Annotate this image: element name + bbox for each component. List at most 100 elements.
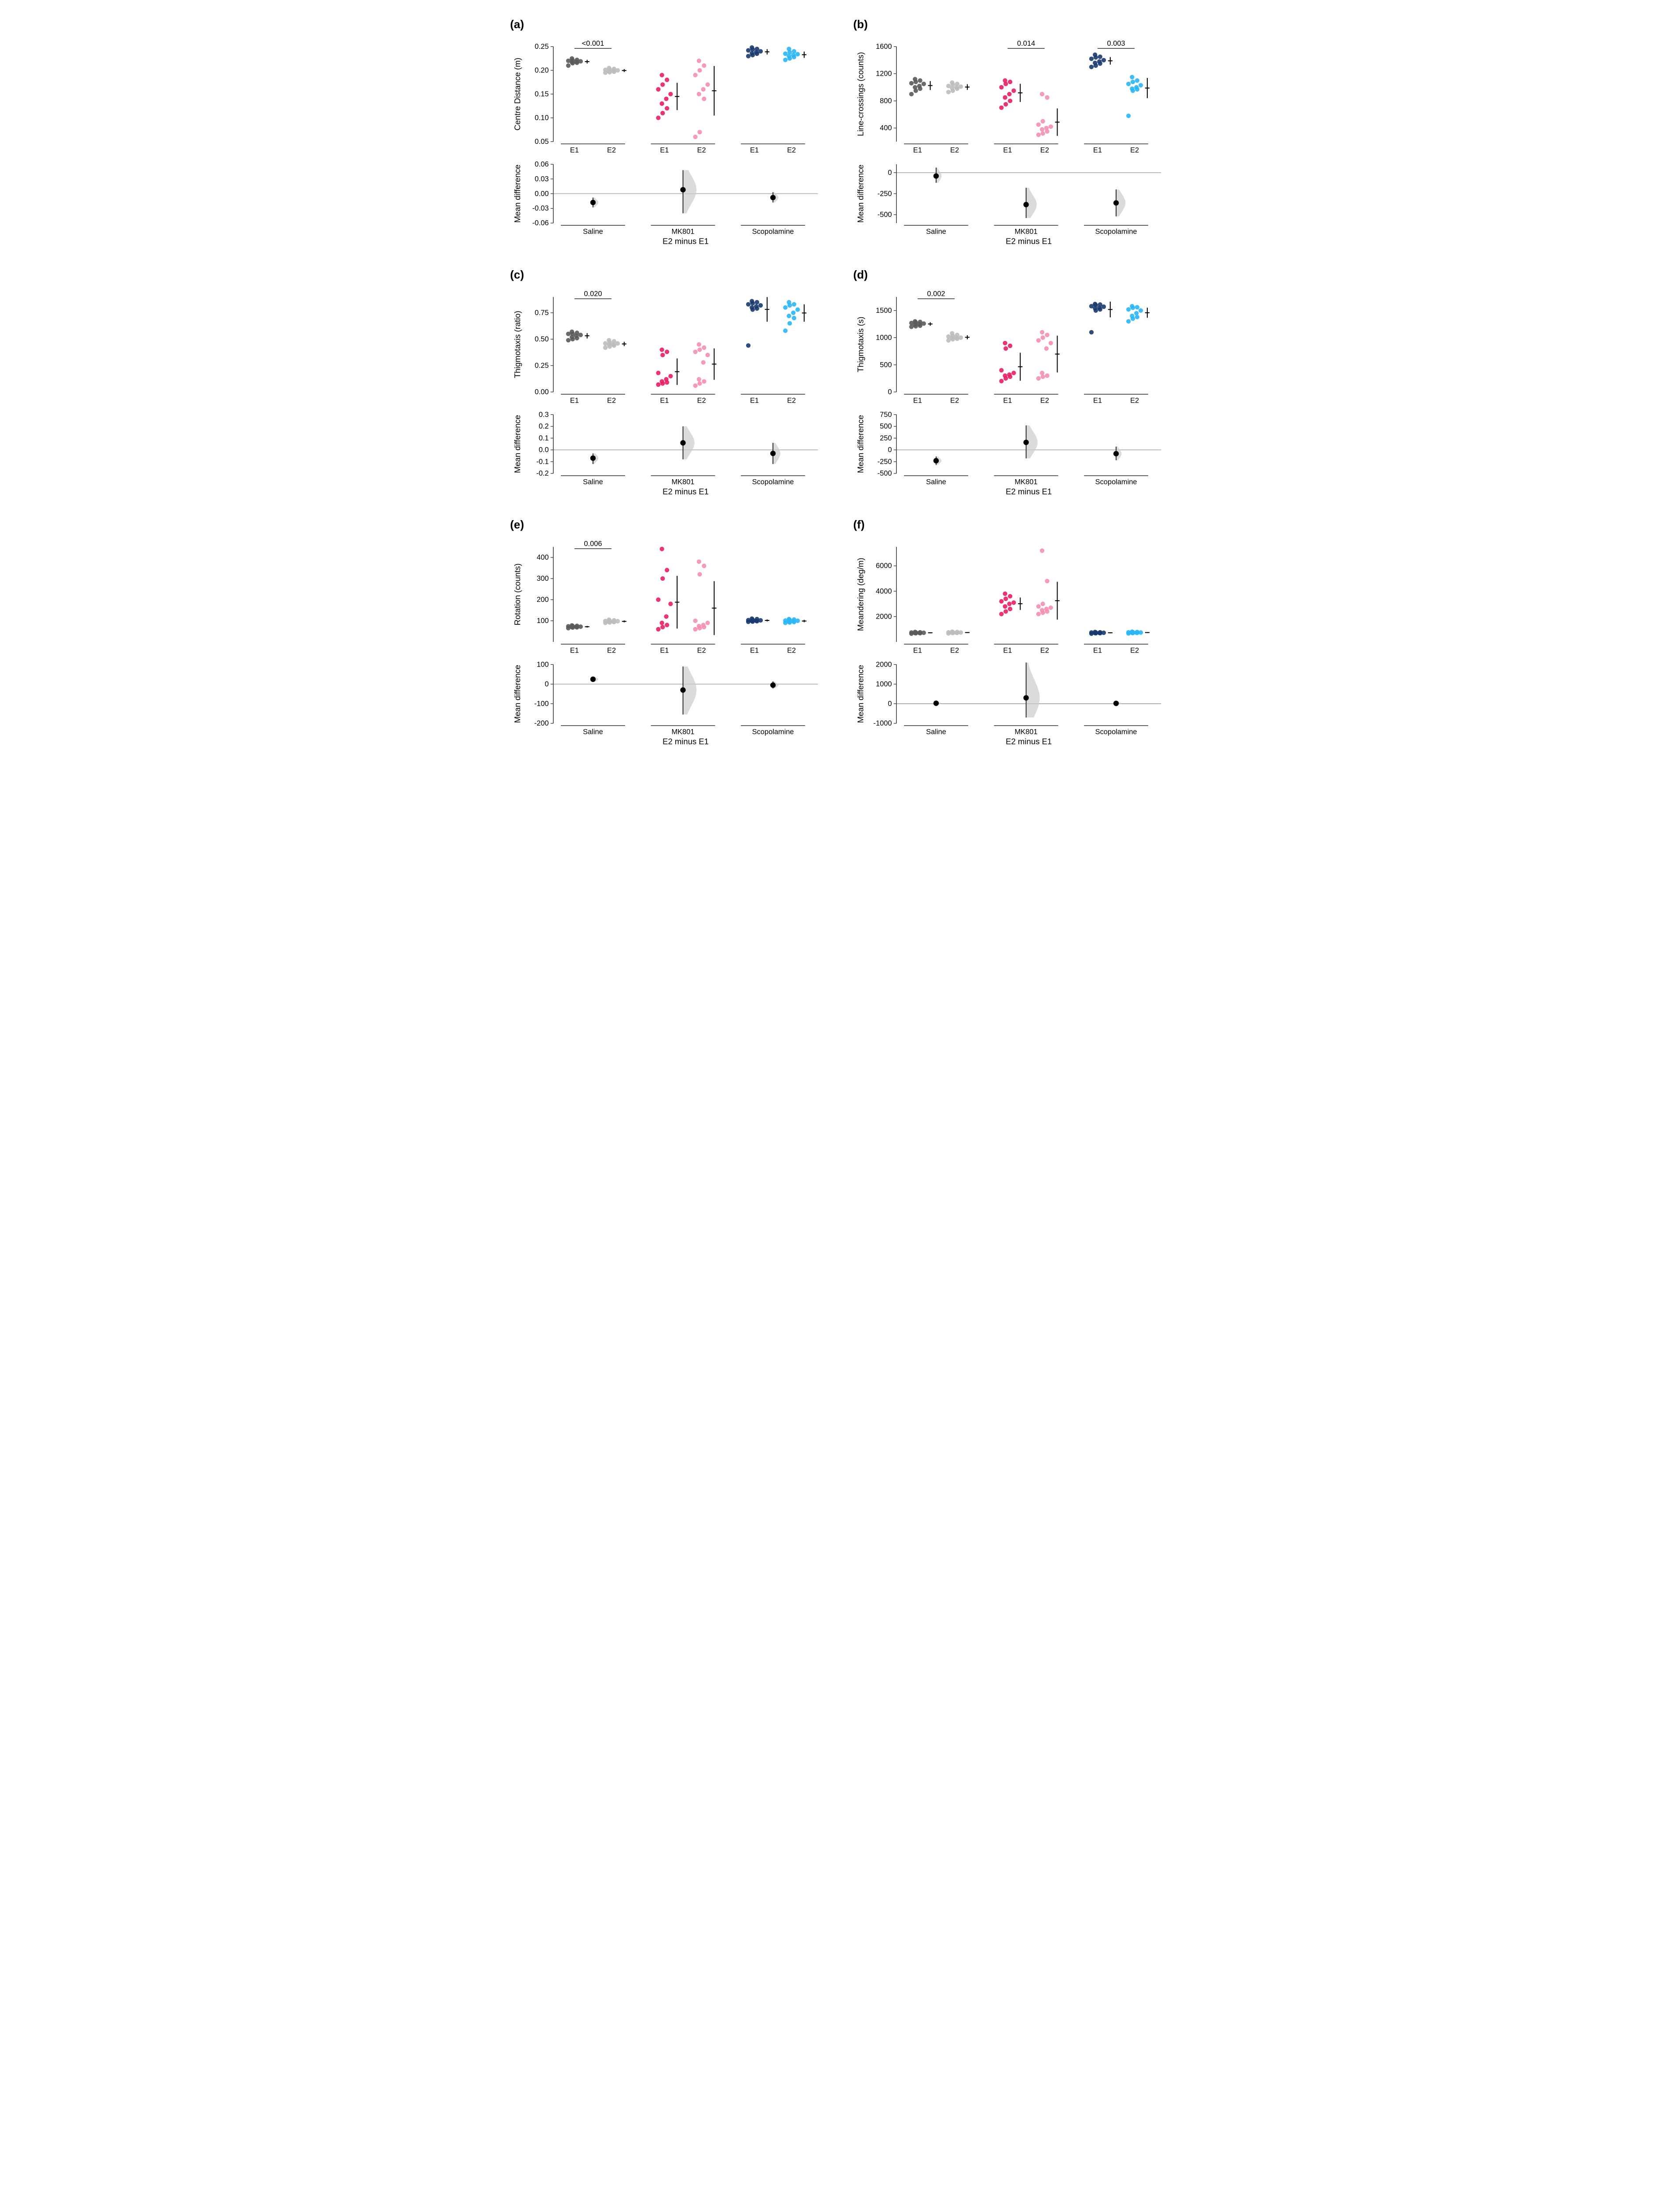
svg-text:E2: E2 (697, 147, 706, 154)
svg-text:E1: E1 (1003, 147, 1012, 154)
svg-text:1600: 1600 (875, 43, 892, 51)
svg-text:Scopolamine: Scopolamine (1095, 228, 1137, 236)
svg-text:-0.03: -0.03 (532, 205, 548, 213)
svg-text:0.03: 0.03 (534, 175, 549, 183)
svg-text:0.25: 0.25 (534, 43, 549, 51)
svg-text:0.003: 0.003 (1107, 40, 1125, 48)
panel-a: (a)0.050.100.150.200.25Centre Distance (… (510, 18, 827, 250)
figure-grid: (a)0.050.100.150.200.25Centre Distance (… (510, 18, 1170, 751)
svg-text:E2: E2 (950, 396, 959, 404)
svg-text:0.020: 0.020 (584, 290, 602, 298)
svg-text:1500: 1500 (875, 307, 892, 315)
svg-text:Saline: Saline (583, 228, 603, 236)
svg-text:-250: -250 (877, 190, 892, 198)
svg-text:0.15: 0.15 (534, 90, 549, 98)
panel-label: (d) (853, 268, 1170, 282)
svg-text:<0.001: <0.001 (582, 40, 604, 48)
svg-text:Rotation (counts): Rotation (counts) (512, 564, 522, 626)
panel-label: (f) (853, 518, 1170, 532)
svg-text:E2: E2 (1130, 647, 1139, 655)
svg-text:-100: -100 (534, 700, 549, 708)
svg-text:Saline: Saline (926, 728, 946, 736)
svg-text:500: 500 (879, 361, 891, 369)
svg-text:Centre Distance (m): Centre Distance (m) (512, 58, 522, 131)
svg-text:E2: E2 (607, 647, 616, 655)
svg-text:E2: E2 (950, 147, 959, 154)
svg-text:Saline: Saline (583, 478, 603, 486)
svg-text:E2: E2 (950, 647, 959, 655)
svg-text:E1: E1 (570, 396, 578, 404)
svg-text:Saline: Saline (926, 228, 946, 236)
svg-text:E1: E1 (750, 647, 758, 655)
svg-text:-200: -200 (534, 720, 549, 728)
svg-text:-0.06: -0.06 (532, 219, 548, 227)
svg-text:0.50: 0.50 (534, 335, 549, 343)
svg-text:0.3: 0.3 (538, 411, 549, 418)
svg-text:E2 minus E1: E2 minus E1 (662, 236, 709, 246)
svg-text:Mean difference: Mean difference (856, 665, 865, 723)
svg-text:6000: 6000 (875, 562, 892, 570)
svg-text:2000: 2000 (875, 661, 892, 669)
svg-text:2000: 2000 (875, 613, 892, 621)
svg-text:E1: E1 (1003, 396, 1012, 404)
svg-text:Saline: Saline (583, 728, 603, 736)
svg-text:E1: E1 (660, 647, 669, 655)
svg-text:E1: E1 (570, 147, 578, 154)
svg-text:0: 0 (888, 388, 892, 396)
svg-text:0: 0 (888, 169, 892, 177)
svg-text:800: 800 (879, 97, 891, 105)
svg-text:E2: E2 (1130, 147, 1139, 154)
svg-text:-0.2: -0.2 (536, 469, 549, 477)
svg-text:1000: 1000 (875, 334, 892, 341)
svg-text:-500: -500 (877, 211, 892, 219)
svg-text:E2: E2 (787, 396, 796, 404)
svg-text:0: 0 (888, 446, 892, 454)
svg-text:Mean difference: Mean difference (856, 415, 865, 473)
svg-text:0.25: 0.25 (534, 362, 549, 370)
svg-text:-500: -500 (877, 469, 892, 477)
svg-text:Meandering (deg/m): Meandering (deg/m) (856, 558, 865, 631)
svg-text:MK801: MK801 (1014, 478, 1037, 486)
panel-d: (d)050010001500Thigmotaxis (s)E1E2E1E2E1… (853, 268, 1170, 501)
svg-text:E2: E2 (1040, 647, 1049, 655)
svg-text:0.75: 0.75 (534, 309, 549, 317)
svg-text:E1: E1 (913, 147, 922, 154)
svg-text:0: 0 (545, 680, 549, 688)
svg-text:Mean difference: Mean difference (512, 415, 522, 473)
svg-text:100: 100 (536, 661, 548, 669)
svg-text:E2: E2 (1130, 396, 1139, 404)
svg-text:0.05: 0.05 (534, 138, 549, 146)
svg-text:4000: 4000 (875, 587, 892, 595)
svg-text:E1: E1 (570, 647, 578, 655)
svg-text:E1: E1 (913, 647, 922, 655)
svg-text:1200: 1200 (875, 70, 892, 78)
svg-text:750: 750 (879, 411, 891, 418)
svg-text:0.00: 0.00 (534, 388, 549, 396)
svg-text:300: 300 (536, 575, 548, 583)
panel-label: (c) (510, 268, 827, 282)
svg-text:0.014: 0.014 (1017, 40, 1035, 48)
svg-text:E2 minus E1: E2 minus E1 (1006, 737, 1052, 746)
svg-text:E2: E2 (607, 147, 616, 154)
panel-label: (e) (510, 518, 827, 532)
svg-text:Scopolamine: Scopolamine (1095, 478, 1137, 486)
svg-text:E2 minus E1: E2 minus E1 (1006, 487, 1052, 496)
svg-text:E2 minus E1: E2 minus E1 (662, 737, 709, 746)
panel-label: (b) (853, 18, 1170, 31)
svg-text:E2: E2 (607, 396, 616, 404)
svg-text:E1: E1 (660, 147, 669, 154)
panel-label: (a) (510, 18, 827, 31)
svg-text:E1: E1 (750, 396, 758, 404)
svg-text:E1: E1 (660, 396, 669, 404)
svg-text:Scopolamine: Scopolamine (752, 228, 794, 236)
svg-text:-0.1: -0.1 (536, 458, 549, 466)
svg-text:Scopolamine: Scopolamine (1095, 728, 1137, 736)
svg-text:Line-crossings (counts): Line-crossings (counts) (856, 52, 865, 136)
svg-text:MK801: MK801 (671, 478, 694, 486)
svg-text:Mean difference: Mean difference (856, 165, 865, 223)
svg-text:E2: E2 (697, 647, 706, 655)
svg-text:E1: E1 (750, 147, 758, 154)
svg-text:100: 100 (536, 617, 548, 625)
svg-text:400: 400 (879, 124, 891, 132)
svg-text:1000: 1000 (875, 680, 892, 688)
